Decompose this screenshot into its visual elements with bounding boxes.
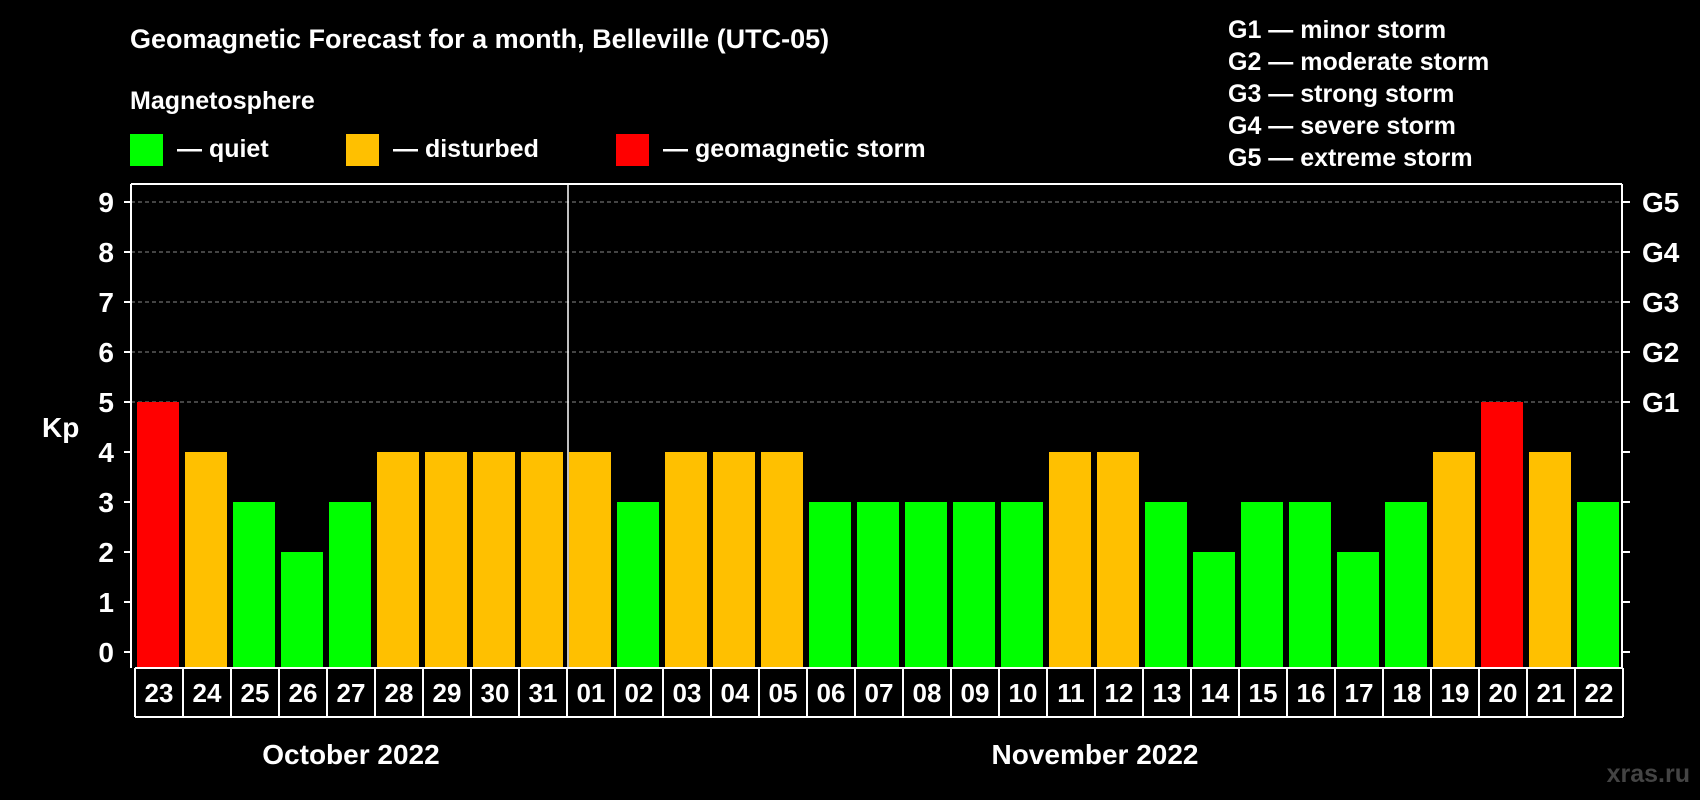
- legend-label-1: — quiet: [177, 135, 269, 163]
- x-tick-label-24: 15: [1249, 678, 1278, 708]
- x-tick-label-1: 23: [145, 678, 174, 708]
- y-tick-label-3: 3: [98, 487, 114, 518]
- x-tick-label-29: 20: [1489, 678, 1518, 708]
- bar-day-20: [1049, 452, 1091, 668]
- x-tick-label-15: 06: [817, 678, 846, 708]
- month-label-1: October 2022: [262, 739, 439, 770]
- bar-day-19: [1001, 502, 1043, 668]
- x-tick-label-20: 11: [1057, 678, 1085, 708]
- y-tick-label-0: 0: [98, 637, 114, 668]
- bar-day-9: [521, 452, 563, 668]
- x-tick-label-5: 27: [337, 678, 366, 708]
- storm-scale-item-g4: G4 — severe storm: [1228, 112, 1456, 140]
- x-tick-label-18: 09: [961, 678, 990, 708]
- x-tick-label-9: 31: [529, 678, 558, 708]
- bar-day-7: [425, 452, 467, 668]
- legend-label-2: — disturbed: [393, 135, 539, 163]
- y-tick-label-1: 1: [98, 587, 114, 618]
- x-tick-label-27: 18: [1393, 678, 1422, 708]
- x-tick-label-17: 08: [913, 678, 942, 708]
- bar-day-28: [1433, 452, 1475, 668]
- x-tick-label-22: 13: [1153, 678, 1182, 708]
- y-tick-label-2: 2: [98, 537, 114, 568]
- x-tick-label-4: 26: [289, 678, 318, 708]
- x-tick-label-13: 04: [721, 678, 750, 708]
- bar-day-15: [809, 502, 851, 668]
- x-tick-label-6: 28: [385, 678, 414, 708]
- x-tick-label-2: 24: [193, 678, 222, 708]
- right-axis-label-g2: G2: [1642, 337, 1679, 368]
- y-tick-label-4: 4: [98, 437, 114, 468]
- y-tick-label-7: 7: [98, 287, 114, 318]
- chart-subtitle: Magnetosphere: [130, 87, 315, 115]
- bar-day-6: [377, 452, 419, 668]
- bar-day-13: [713, 452, 755, 668]
- y-tick-label-8: 8: [98, 237, 114, 268]
- bar-day-4: [281, 552, 323, 668]
- bar-day-29: [1481, 402, 1523, 668]
- x-tick-label-25: 16: [1297, 678, 1326, 708]
- bar-day-5: [329, 502, 371, 668]
- storm-scale-item-g3: G3 — strong storm: [1228, 80, 1454, 108]
- right-axis-label-g5: G5: [1642, 187, 1679, 218]
- x-tick-label-23: 14: [1201, 678, 1230, 708]
- y-axis-label: Kp: [42, 412, 79, 443]
- month-label-2: November 2022: [991, 739, 1198, 770]
- storm-scale-item-g1: G1 — minor storm: [1228, 16, 1446, 44]
- bar-day-26: [1337, 552, 1379, 668]
- x-tick-label-31: 22: [1585, 678, 1614, 708]
- right-axis-label-g1: G1: [1642, 387, 1679, 418]
- bar-day-8: [473, 452, 515, 668]
- right-axis-label-g4: G4: [1642, 237, 1680, 268]
- storm-scale-list: G1 — minor storm G2 — moderate storm G3 — …: [1228, 16, 1489, 172]
- bar-day-11: [617, 502, 659, 668]
- bar-day-16: [857, 502, 899, 668]
- bar-day-27: [1385, 502, 1427, 668]
- x-tick-label-26: 17: [1345, 678, 1374, 708]
- bar-day-1: [137, 402, 179, 668]
- x-tick-label-19: 10: [1009, 678, 1038, 708]
- y-tick-label-5: 5: [98, 387, 114, 418]
- chart-title: Geomagnetic Forecast for a month, Bellev…: [130, 24, 829, 54]
- bar-day-3: [233, 502, 275, 668]
- x-tick-label-16: 07: [865, 678, 894, 708]
- bar-day-23: [1193, 552, 1235, 668]
- x-tick-label-3: 25: [241, 678, 270, 708]
- bar-day-12: [665, 452, 707, 668]
- legend-swatch-1: [130, 134, 163, 166]
- bar-day-21: [1097, 452, 1139, 668]
- x-tick-label-30: 21: [1537, 678, 1566, 708]
- storm-scale-item-g2: G2 — moderate storm: [1228, 48, 1489, 76]
- bar-day-18: [953, 502, 995, 668]
- y-tick-label-6: 6: [98, 337, 114, 368]
- legend: — quiet — disturbed — geomagnetic storm: [130, 134, 926, 166]
- bar-day-10: [569, 452, 611, 668]
- x-tick-label-28: 19: [1441, 678, 1470, 708]
- bar-day-17: [905, 502, 947, 668]
- x-tick-label-11: 02: [625, 678, 654, 708]
- x-tick-label-8: 30: [481, 678, 510, 708]
- bar-day-2: [185, 452, 227, 668]
- right-axis-label-g3: G3: [1642, 287, 1679, 318]
- legend-swatch-3: [616, 134, 649, 166]
- legend-swatch-2: [346, 134, 379, 166]
- x-tick-label-21: 12: [1105, 678, 1134, 708]
- watermark: xras.ru: [1607, 760, 1690, 788]
- x-tick-label-7: 29: [433, 678, 462, 708]
- x-tick-label-14: 05: [769, 678, 798, 708]
- bar-day-30: [1529, 452, 1571, 668]
- x-tick-label-12: 03: [673, 678, 702, 708]
- storm-scale-item-g5: G5 — extreme storm: [1228, 144, 1473, 172]
- bar-day-24: [1241, 502, 1283, 668]
- y-tick-label-9: 9: [98, 187, 114, 218]
- x-tick-label-10: 01: [577, 678, 606, 708]
- bar-day-31: [1577, 502, 1619, 668]
- bar-day-14: [761, 452, 803, 668]
- legend-label-3: — geomagnetic storm: [663, 135, 926, 163]
- bar-day-22: [1145, 502, 1187, 668]
- bar-day-25: [1289, 502, 1331, 668]
